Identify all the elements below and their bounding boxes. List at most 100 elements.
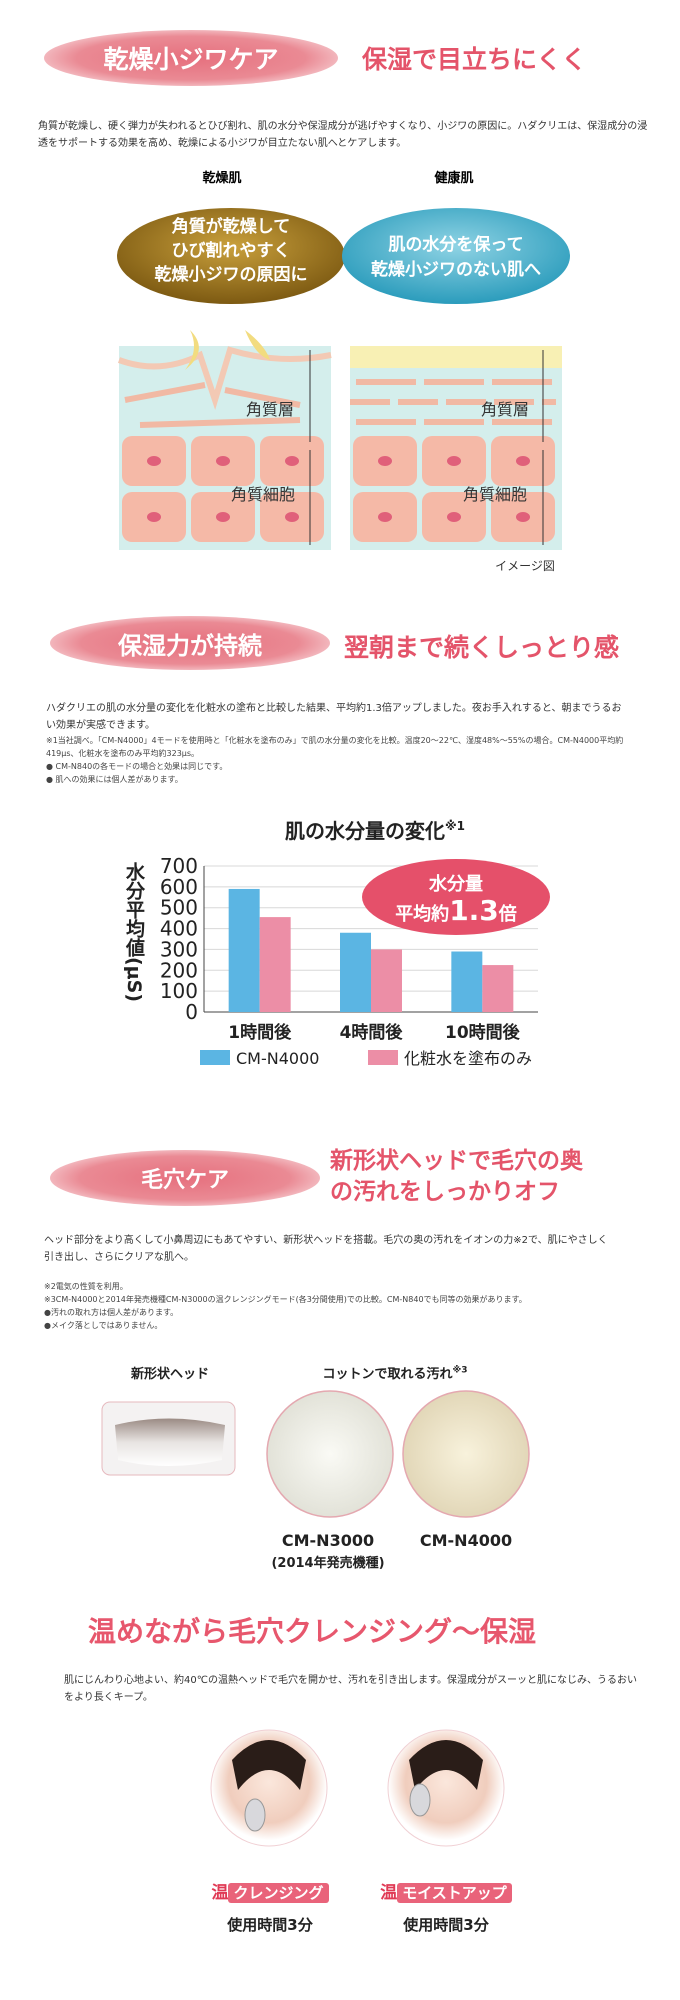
x-tick-label: 1時間後 xyxy=(228,1022,292,1043)
usage-images xyxy=(210,1729,505,1847)
nucleus xyxy=(378,456,392,466)
cotton-model: CM-N4000 xyxy=(419,1531,513,1550)
mode-badge: 温モイストアップ xyxy=(376,1878,516,1903)
nucleus xyxy=(447,456,461,466)
annotation-value: 平均約1.3倍 xyxy=(395,894,517,927)
chart-title-note: ※1 xyxy=(445,819,465,833)
annotation-suffix: 倍 xyxy=(498,903,517,925)
section-heading: 保湿力が持続 xyxy=(50,616,330,670)
section-subheading: 保湿で目立ちにくく xyxy=(362,45,587,74)
bar xyxy=(451,951,483,1012)
section-heading: 温めながら毛穴クレンジング～保湿 xyxy=(87,1615,536,1648)
nucleus xyxy=(216,512,230,522)
head-label: 新形状ヘッド xyxy=(130,1367,209,1382)
hair xyxy=(409,1740,483,1790)
bar xyxy=(259,917,291,1012)
cotton-model: CM-N3000 xyxy=(281,1531,375,1550)
flake xyxy=(185,330,270,370)
y-tick-label: 700 xyxy=(160,854,198,878)
usage-time: 使用時間3分 xyxy=(227,1916,313,1934)
subheading-line: 新形状ヘッドで毛穴の奥 xyxy=(330,1148,583,1174)
annotation-prefix: 平均約 xyxy=(395,903,449,925)
skin-layer xyxy=(117,346,332,410)
cell-label: 角質細胞 xyxy=(231,485,295,504)
diagram-title: 健康肌 xyxy=(433,170,473,186)
cotton-label-note: ※3 xyxy=(452,1365,468,1376)
nucleus xyxy=(147,456,161,466)
body-text: ハダクリエの肌の水分量の変化を化粧水の塗布と比較した結果、平均約1.3倍アップし… xyxy=(46,703,622,731)
caption: イメージ図 xyxy=(495,559,555,573)
device xyxy=(244,1798,266,1832)
badge-icon: 温 xyxy=(380,1883,398,1903)
section-heading: 乾燥小ジワケア xyxy=(44,30,338,86)
section-body: 肌にじんわり心地よい、約40℃の温熱ヘッドで毛穴を開かせ、汚れを引き出します。保… xyxy=(64,1675,637,1703)
legend-swatch xyxy=(200,1050,230,1065)
x-tick-label: 10時間後 xyxy=(445,1022,521,1043)
y-tick-label: 100 xyxy=(160,979,198,1003)
usage-time: 使用時間3分 xyxy=(403,1916,489,1934)
note: ● CM-N840の各モードの場合と効果は同じです。 xyxy=(46,762,228,771)
cotton-label: コットンで取れる汚れ※3 xyxy=(290,1363,500,1382)
cell-label: 角質細胞 xyxy=(463,485,527,504)
bubble xyxy=(342,208,570,304)
x-tick-label: 4時間後 xyxy=(340,1022,404,1043)
nucleus xyxy=(516,456,530,466)
cotton-image xyxy=(402,1390,530,1518)
note: ●メイク落としではありません。 xyxy=(44,1321,163,1330)
skin-layer xyxy=(139,417,301,428)
nucleus xyxy=(516,512,530,522)
bubble-text: ひび割れやすく xyxy=(172,240,291,261)
nucleus xyxy=(447,512,461,522)
section-subheading: 翌朝まで続くしっとり感 xyxy=(344,633,620,662)
section-body: ハダクリエの肌の水分量の変化を化粧水の塗布と比較した結果、平均約1.3倍アップし… xyxy=(46,700,626,786)
skin-diagram: 乾燥肌 健康肌 角質が乾燥して ひび割れやすく 乾燥小ジワの原因に 肌の水分を保… xyxy=(117,170,570,573)
head-shape xyxy=(115,1418,225,1466)
y-tick-label: 200 xyxy=(160,958,198,982)
section-subheading: 新形状ヘッドで毛穴の奥 の汚れをしっかりオフ xyxy=(330,1146,583,1208)
nucleus xyxy=(216,456,230,466)
bar xyxy=(228,888,260,1012)
legend-label: 化粧水を塗布のみ xyxy=(404,1049,532,1068)
bubble-text: 角質が乾燥して xyxy=(172,216,291,237)
legend-swatch xyxy=(368,1050,398,1065)
legend-label: CM-N4000 xyxy=(236,1049,319,1068)
section-heading: 毛穴ケア xyxy=(50,1150,320,1206)
bar xyxy=(340,932,371,1012)
note: ※3CM-N4000と2014年発売機種CM-N3000の温クレンジングモード(… xyxy=(44,1295,527,1304)
layer-label: 角質層 xyxy=(246,400,294,419)
badge-icon: 温 xyxy=(211,1883,229,1903)
nucleus xyxy=(285,512,299,522)
badge-label: モイストアップ xyxy=(397,1883,512,1903)
y-axis-label: 水分平均値(μS) xyxy=(123,862,146,1002)
cells xyxy=(122,436,555,542)
chart-title-text: 肌の水分量の変化 xyxy=(285,819,445,843)
annotation-line: 水分量 xyxy=(428,873,483,895)
chart: 肌の水分量の変化※1 水分平均値(μS) 0100200300400500600… xyxy=(123,819,550,1068)
hair xyxy=(232,1740,306,1790)
mode-badge: 温クレンジング xyxy=(200,1878,340,1903)
bar xyxy=(371,949,402,1012)
bubble xyxy=(117,208,345,304)
product-images xyxy=(101,1390,530,1518)
skin-layer xyxy=(124,382,206,403)
device xyxy=(409,1783,431,1817)
y-tick-label: 600 xyxy=(160,875,198,899)
cotton-image xyxy=(266,1390,394,1518)
nucleus xyxy=(147,512,161,522)
bubble-text: 乾燥小ジワのない肌へ xyxy=(371,259,541,280)
skin-layer xyxy=(350,346,562,368)
y-tick-label: 0 xyxy=(185,1000,198,1024)
y-tick-label: 500 xyxy=(160,896,198,920)
subheading-line: の汚れをしっかりオフ xyxy=(330,1179,560,1205)
chart-title: 肌の水分量の変化※1 xyxy=(285,819,465,843)
nucleus xyxy=(285,456,299,466)
note: ●汚れの取れ方は個人差があります。 xyxy=(44,1308,179,1317)
bubble-text: 乾燥小ジワの原因に xyxy=(155,264,308,285)
section-body: 角質が乾燥し、硬く弾力が失われるとひび割れ、肌の水分や保湿成分が逃げやすくなり、… xyxy=(38,121,648,149)
y-tick-label: 400 xyxy=(160,917,198,941)
annotation-value: 1.3 xyxy=(449,894,499,927)
diagram-title: 乾燥肌 xyxy=(202,170,241,186)
